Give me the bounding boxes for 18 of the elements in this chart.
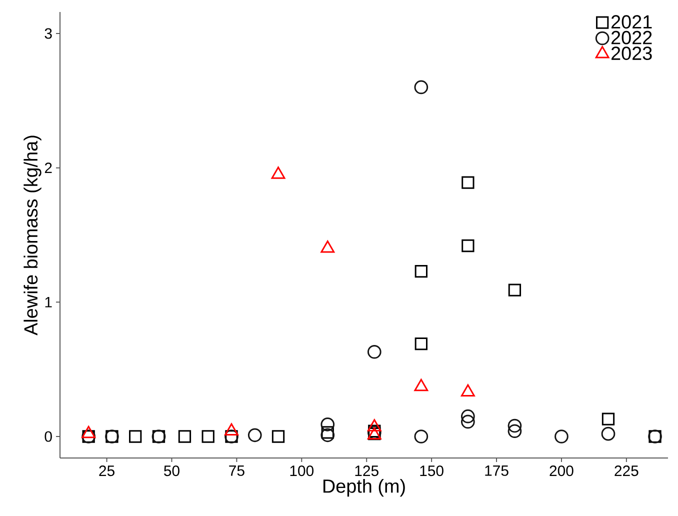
x-tick-label: 75 [229, 466, 244, 476]
y-tick-label: 1 [45, 297, 52, 308]
x-tick-label: 100 [290, 466, 314, 476]
legend-label: 2022 [612, 30, 652, 44]
x-tick-label: 25 [99, 466, 114, 476]
x-tick-label: 50 [164, 466, 180, 476]
x-tick-label: 200 [550, 466, 574, 476]
y-tick-label: 3 [44, 28, 52, 39]
y-axis-title: Alewife biomass (kg/ha) [24, 136, 42, 336]
x-tick-label: 150 [420, 466, 444, 476]
legend-label: 2023 [612, 46, 652, 60]
y-tick-label: 2 [44, 162, 52, 174]
x-tick-label: 175 [485, 466, 508, 476]
x-tick-label: 225 [614, 466, 638, 476]
legend-label: 2021 [612, 15, 652, 29]
x-axis-title: Depth (m) [323, 478, 405, 497]
y-tick-label: 0 [44, 431, 52, 442]
x-tick-label: 125 [355, 466, 378, 476]
